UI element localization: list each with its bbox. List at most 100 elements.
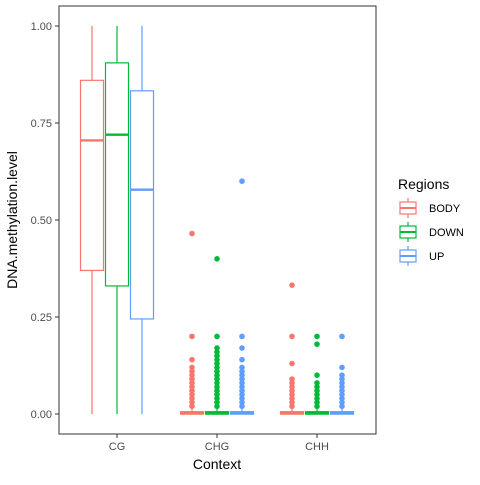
outlier-point — [189, 372, 195, 379]
box-up-cg — [129, 26, 155, 414]
x-axis-label: Context — [193, 456, 241, 472]
outlier-point — [189, 376, 195, 382]
outlier-point — [289, 376, 295, 382]
box-up-chh — [329, 333, 355, 415]
outlier-point — [214, 364, 220, 371]
legend-title: Regions — [398, 176, 449, 192]
box-body — [104, 62, 130, 287]
outlier-point — [189, 399, 195, 406]
outlier-point — [189, 230, 195, 237]
outlier-point — [189, 356, 195, 363]
outlier-point — [214, 368, 220, 375]
box-body — [79, 79, 105, 272]
legend-item-label: DOWN — [429, 227, 464, 239]
outlier-point — [214, 333, 220, 340]
outlier-point — [189, 403, 195, 410]
outlier-point — [189, 391, 195, 398]
outlier-point — [314, 333, 320, 340]
y-tick-label: 0.25 — [31, 312, 52, 324]
outlier-point — [339, 387, 345, 394]
outlier-point — [289, 380, 295, 386]
outlier-point — [239, 403, 245, 410]
box-down-chg — [204, 255, 230, 415]
y-tick-label: 0.00 — [31, 409, 52, 421]
outlier-point — [239, 333, 245, 340]
y-tick-label: 0.50 — [31, 215, 52, 227]
outlier-point — [189, 333, 195, 340]
outlier-point — [314, 380, 320, 386]
outlier-point — [239, 391, 245, 398]
outlier-point — [214, 360, 220, 367]
outlier-point — [214, 255, 220, 262]
outlier-point — [339, 364, 345, 371]
legend: Regions BODY DOWN UP — [398, 176, 464, 266]
outlier-point — [214, 372, 220, 379]
outlier-point — [214, 376, 220, 382]
outlier-point — [189, 368, 195, 375]
outlier-point — [289, 282, 295, 288]
outlier-point — [289, 384, 295, 390]
outlier-point — [189, 364, 195, 371]
axes: DNA.methylation.level Context 0.00 0.25 0.… — [4, 21, 329, 472]
outlier-point — [214, 356, 220, 363]
outlier-point — [314, 391, 320, 398]
outlier-point — [214, 345, 220, 351]
outlier-point — [189, 395, 195, 402]
y-tick-label: 1.00 — [31, 21, 52, 33]
outlier-point — [239, 368, 245, 375]
outlier-point — [314, 387, 320, 394]
outlier-point — [189, 384, 195, 390]
box-down-cg — [104, 26, 130, 414]
outlier-point — [239, 372, 245, 379]
x-tick-label: CHG — [205, 441, 229, 453]
outlier-point — [239, 178, 245, 184]
outlier-point — [239, 376, 245, 382]
outlier-point — [314, 372, 320, 379]
y-tick-label: 0.75 — [31, 118, 52, 130]
outlier-point — [239, 356, 245, 363]
outlier-point — [339, 372, 345, 379]
outlier-point — [289, 399, 295, 406]
outlier-point — [339, 384, 345, 390]
outlier-point — [339, 403, 345, 410]
outlier-point — [239, 364, 245, 371]
outlier-point — [214, 399, 220, 406]
legend-item-body: BODY — [399, 198, 461, 218]
legend-item-up: UP — [399, 246, 444, 266]
outlier-point — [239, 399, 245, 406]
outlier-point — [289, 395, 295, 402]
legend-item-down: DOWN — [399, 222, 464, 242]
outlier-point — [289, 360, 295, 367]
outlier-point — [214, 380, 220, 386]
outlier-point — [239, 395, 245, 402]
outlier-point — [339, 333, 345, 340]
x-tick-label: CG — [109, 441, 126, 453]
outlier-point — [214, 384, 220, 390]
outlier-point — [214, 387, 220, 394]
box-body — [129, 90, 155, 320]
outlier-point — [239, 380, 245, 386]
box-up-chg — [229, 178, 255, 415]
y-axis-label: DNA.methylation.level — [4, 151, 20, 289]
outlier-point — [189, 387, 195, 394]
outlier-point — [314, 399, 320, 406]
outlier-point — [314, 395, 320, 402]
outlier-point — [339, 380, 345, 386]
outlier-point — [239, 387, 245, 394]
outlier-point — [239, 345, 245, 351]
outlier-point — [339, 376, 345, 382]
outlier-point — [189, 380, 195, 386]
outlier-point — [289, 403, 295, 410]
outlier-point — [214, 395, 220, 402]
outlier-point — [214, 353, 220, 359]
box-body-cg — [79, 26, 105, 414]
outlier-point — [339, 399, 345, 406]
outlier-point — [239, 384, 245, 390]
box-down-chh — [304, 333, 330, 415]
outlier-point — [314, 403, 320, 410]
outlier-point — [289, 387, 295, 394]
chart-marks — [79, 26, 355, 415]
outlier-point — [314, 341, 320, 347]
